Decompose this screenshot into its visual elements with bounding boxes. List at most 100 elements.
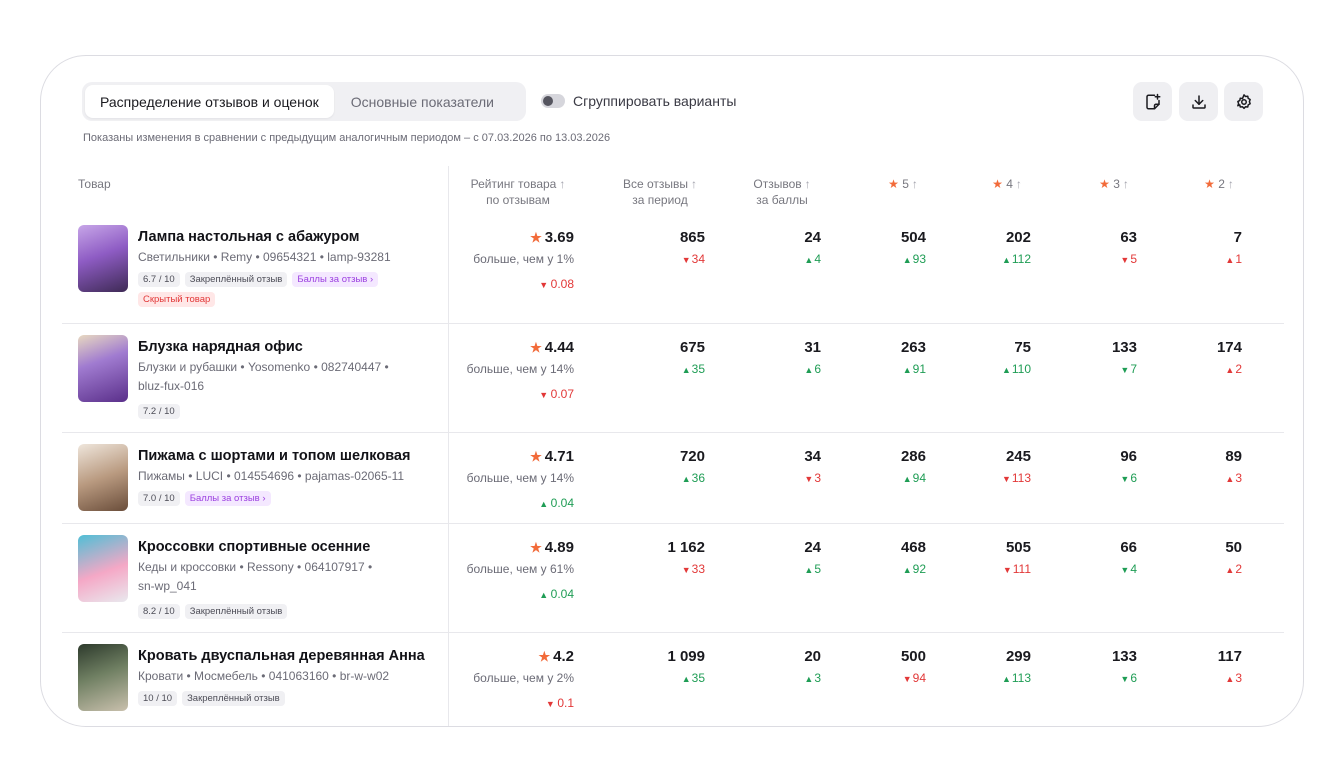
col-star-4[interactable]: ★ 4 ↑ (992, 177, 1022, 191)
info-badge: 8.2 / 10 (138, 604, 180, 619)
tab-main-metrics[interactable]: Основные показатели (350, 93, 494, 110)
rating-delta: ▼ 0.08 (539, 277, 574, 291)
metric-s3-delta: ▼5 (1120, 252, 1137, 266)
info-badge: Закреплённый отзыв (184, 272, 288, 287)
rating-number: 4.2 (553, 648, 574, 665)
arrow-up-icon: ▲ (804, 255, 814, 265)
col-star-5[interactable]: ★ 5 ↑ (888, 177, 918, 191)
table-row[interactable]: Блузка нарядная офис Блузки и рубашки • Y… (62, 324, 1284, 433)
product-name[interactable]: Кроссовки спортивные осенние (138, 539, 371, 555)
star-icon: ★ (888, 177, 899, 191)
metric-points-delta: ▲3 (804, 671, 821, 685)
toggle-switch[interactable] (541, 94, 565, 108)
delta-value: 111 (1012, 562, 1031, 576)
metric-s4-delta: ▼111 (1003, 562, 1031, 576)
product-name[interactable]: Пижама с шортами и топом шелковая (138, 448, 411, 464)
star-icon: ★ (1204, 177, 1215, 191)
product-meta-line: bluz-fux-016 (138, 379, 205, 393)
delta-value: 94 (912, 471, 926, 485)
delta-value: 2 (1235, 562, 1242, 576)
product-thumbnail[interactable] (78, 335, 128, 402)
metric-s2-delta: ▲2 (1225, 362, 1242, 376)
metric-s5-delta: ▲94 (903, 471, 926, 485)
arrow-down-icon: ▼ (1001, 474, 1011, 484)
metric-s4-value: 505 (1005, 539, 1031, 556)
metric-s5-value: 286 (900, 448, 926, 465)
product-meta-line: Кеды и кроссовки • Ressony • 064107917 • (138, 560, 373, 574)
metric-points-delta: ▲6 (804, 362, 821, 376)
delta-value: 4 (1130, 562, 1137, 576)
col-product[interactable]: Товар (78, 177, 111, 191)
product-meta: Кровати • Мосмебель • 041063160 • br-w-w… (138, 667, 389, 686)
delta-value: 35 (691, 362, 705, 376)
metric-all-value: 675 (679, 339, 705, 356)
metric-s2-delta: ▲3 (1225, 471, 1242, 485)
arrow-up-icon: ▲ (902, 365, 912, 375)
product-name[interactable]: Лампа настольная с абажуром (138, 229, 360, 245)
delta-value: 7 (1130, 362, 1137, 376)
product-badges: Скрытый товар (138, 292, 216, 307)
product-name[interactable]: Кровать двуспальная деревянная Анна (138, 648, 425, 664)
tab-reviews-distribution[interactable]: Распределение отзывов и оценок (85, 85, 334, 118)
info-badge: Закреплённый отзыв (182, 691, 285, 706)
product-thumbnail[interactable] (78, 444, 128, 511)
product-meta-line: sn-wp_041 (138, 579, 197, 593)
product-thumbnail[interactable] (78, 535, 128, 602)
product-thumbnail[interactable] (78, 644, 128, 711)
star-icon: ★ (530, 540, 542, 555)
rating-number: 3.69 (544, 229, 574, 246)
metric-s2-value: 50 (1225, 539, 1242, 556)
rating-delta-value: 0.04 (550, 587, 574, 601)
col-all-reviews[interactable]: Все отзывы ↑ за период (622, 177, 698, 207)
rating-delta-value: 0.07 (550, 387, 574, 401)
arrow-up-icon: ▲ (1001, 674, 1011, 684)
arrow-down-icon: ▼ (804, 474, 814, 484)
star-icon: ★ (530, 340, 542, 355)
metric-s3-value: 133 (1111, 648, 1137, 665)
metric-points-value: 24 (804, 539, 821, 556)
table-row[interactable]: Кровать двуспальная деревянная Анна Крова… (62, 633, 1284, 726)
delta-value: 2 (1235, 362, 1242, 376)
download-button[interactable] (1179, 82, 1218, 121)
metric-all-delta: ▲35 (682, 362, 705, 376)
col-points-reviews[interactable]: Отзывов ↑ за баллы (753, 177, 811, 207)
arrow-up-icon: ▲ (681, 474, 691, 484)
metric-s4-delta: ▼113 (1002, 471, 1031, 485)
metric-s2-value: 117 (1217, 648, 1242, 665)
arrow-up-icon: ▲ (804, 674, 814, 684)
info-badge: Закреплённый отзыв (184, 604, 288, 619)
table-row[interactable]: Кроссовки спортивные осенние Кеды и кросс… (62, 524, 1284, 633)
product-meta: Светильники • Remy • 09654321 • lamp-932… (138, 248, 391, 267)
delta-value: 113 (1011, 671, 1031, 685)
settings-button[interactable] (1224, 82, 1263, 121)
product-thumbnail[interactable] (78, 225, 128, 292)
settings-gear-icon (1236, 93, 1251, 109)
metric-s4-value: 245 (1005, 448, 1031, 465)
group-variants-toggle[interactable]: Сгруппировать варианты (541, 93, 736, 109)
col-rating[interactable]: Рейтинг товара ↑ по отзывам (470, 177, 566, 207)
star-icon: ★ (1099, 177, 1110, 191)
metric-all-delta: ▲35 (682, 671, 705, 685)
delta-value: 110 (1011, 362, 1031, 376)
product-badges: 10 / 10 Закреплённый отзыв (138, 691, 285, 706)
metric-s5-delta: ▲91 (903, 362, 926, 376)
product-meta-line: Блузки и рубашки • Yosomenko • 082740447… (138, 360, 389, 374)
sticker-add-icon (1145, 93, 1160, 109)
metric-all-value: 1 162 (667, 539, 705, 556)
table-header: Товар Рейтинг товара ↑ по отзывам Все отзы… (62, 166, 1284, 214)
add-note-button[interactable] (1133, 82, 1172, 121)
table-row[interactable]: Пижама с шортами и топом шелковая Пижамы … (62, 433, 1284, 524)
comparison-note: Показаны изменения в сравнении с предыду… (83, 132, 611, 144)
rating-number: 4.44 (544, 339, 574, 356)
metric-s4-delta: ▲112 (1002, 252, 1031, 266)
table-row[interactable]: Лампа настольная с абажуром Светильники •… (62, 214, 1284, 324)
product-name[interactable]: Блузка нарядная офис (138, 339, 303, 355)
bonus-points-badge[interactable]: Баллы за отзыв › (184, 491, 271, 506)
metric-s2-value: 7 (1233, 229, 1242, 246)
metric-s2-delta: ▲2 (1225, 562, 1242, 576)
col-star-3[interactable]: ★ 3 ↑ (1099, 177, 1129, 191)
col-star-2[interactable]: ★ 2 ↑ (1204, 177, 1234, 191)
arrow-up-icon: ▲ (539, 499, 551, 509)
bonus-points-badge[interactable]: Баллы за отзыв › (292, 272, 379, 287)
rating-comparison: больше, чем у 1% (473, 252, 574, 266)
